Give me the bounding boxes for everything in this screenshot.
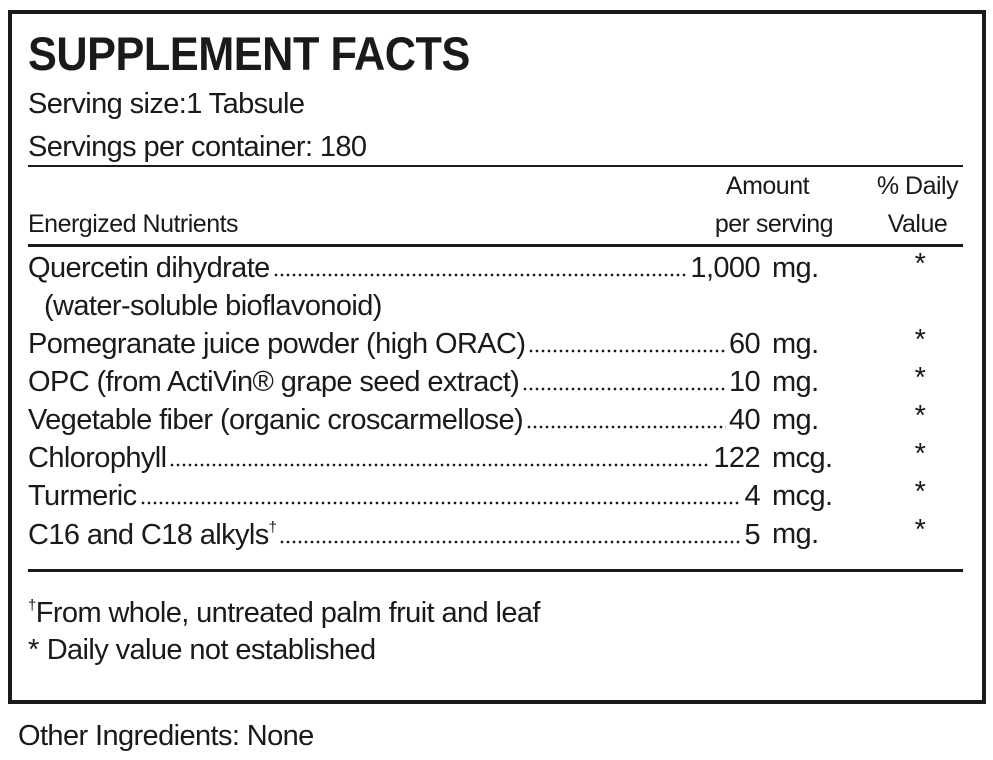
footnote: †From whole, untreated palm fruit and le… xyxy=(28,598,540,628)
nutrient-name: Vegetable fiber (organic croscarmellose) xyxy=(28,404,524,436)
daily-value: * xyxy=(914,324,926,356)
footnote-mark: * xyxy=(28,634,39,666)
facts-panel xyxy=(8,10,986,704)
amount: 1,000 xyxy=(690,252,760,284)
leader-dots xyxy=(272,273,688,277)
daily-value: * xyxy=(914,476,926,508)
nutrient-name: C16 and C18 alkyls† xyxy=(28,519,277,551)
nutrient-name: Turmeric xyxy=(28,480,137,512)
nutrient-name: Quercetin dihydrate xyxy=(28,252,270,284)
footnote-mark: † xyxy=(28,597,36,614)
amount-header: Amount xyxy=(725,172,810,200)
unit: mcg. xyxy=(772,480,833,512)
footnote-text: Daily value not established xyxy=(46,634,376,666)
leader-dots xyxy=(279,540,742,544)
unit: mg. xyxy=(772,366,819,398)
daily-value: * xyxy=(914,248,926,280)
rule xyxy=(28,569,963,572)
daily-value: * xyxy=(914,400,926,432)
nutrient-row: C16 and C18 alkyls† 5 xyxy=(28,519,761,551)
daily-value: * xyxy=(914,362,926,394)
leader-dots xyxy=(139,501,742,505)
daily-value-header: % Daily xyxy=(876,172,959,200)
nutrient-name: Chlorophyll xyxy=(28,442,167,474)
nutrient-row: Vegetable fiber (organic croscarmellose)… xyxy=(28,404,761,436)
unit: mg. xyxy=(772,252,819,284)
other-ingredients: Other Ingredients: None xyxy=(18,720,314,752)
unit: mg. xyxy=(772,328,819,360)
nutrient-name: OPC (from ActiVin® grape seed extract) xyxy=(28,366,520,398)
daily-value: * xyxy=(914,514,926,546)
nutrient-row: Chlorophyll 122 xyxy=(28,442,761,474)
servings-per-container: Servings per container: 180 xyxy=(28,131,367,163)
serving-size: Serving size:1 Tabsule xyxy=(28,88,305,120)
amount: 4 xyxy=(744,480,760,512)
group-header: Energized Nutrients xyxy=(28,210,239,238)
nutrient-detail: (water-soluble bioflavonoid) xyxy=(44,290,382,322)
leader-dots xyxy=(522,387,726,391)
unit: mcg. xyxy=(772,442,833,474)
rule xyxy=(28,165,963,167)
footnote-mark: † xyxy=(268,519,277,536)
leader-dots xyxy=(528,349,726,353)
amount-header: per serving xyxy=(714,210,834,238)
footnote: * Daily value not established xyxy=(28,634,376,666)
amount: 5 xyxy=(744,519,760,551)
nutrient-row: Pomegranate juice powder (high ORAC) 60 xyxy=(28,328,761,360)
rule xyxy=(28,244,963,247)
nutrient-row: Quercetin dihydrate 1,000 xyxy=(28,252,761,284)
leader-dots xyxy=(526,425,726,429)
unit: mg. xyxy=(772,404,819,436)
nutrient-row: Turmeric 4 xyxy=(28,480,761,512)
nutrient-row: OPC (from ActiVin® grape seed extract) 10 xyxy=(28,366,761,398)
title: SUPPLEMENT FACTS xyxy=(28,27,470,80)
amount: 40 xyxy=(728,404,761,436)
daily-value-header: Value xyxy=(887,210,948,238)
unit: mg. xyxy=(772,518,819,550)
amount: 122 xyxy=(713,442,760,474)
nutrient-name: Pomegranate juice powder (high ORAC) xyxy=(28,328,526,360)
daily-value: * xyxy=(914,438,926,470)
amount: 60 xyxy=(728,328,761,360)
leader-dots xyxy=(169,463,711,467)
footnote-text: From whole, untreated palm fruit and lea… xyxy=(35,597,541,629)
amount: 10 xyxy=(728,366,761,398)
